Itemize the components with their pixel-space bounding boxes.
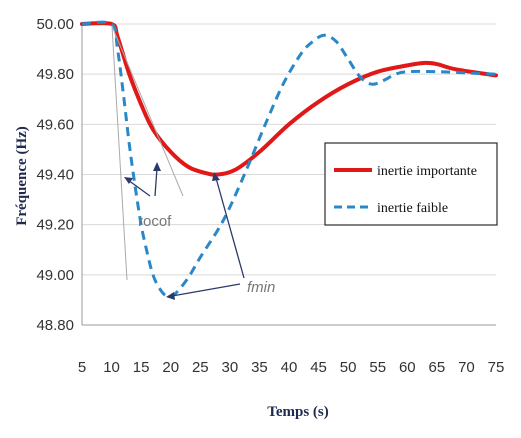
rocof-arrowhead-1 — [124, 177, 133, 184]
y-tick-label: 49.60 — [36, 116, 74, 133]
x-tick-label: 50 — [340, 359, 357, 376]
fmin-arrow-1 — [215, 177, 245, 279]
y-tick-labels: 48.80 49.00 49.20 49.40 49.60 49.80 50.00 — [36, 16, 74, 334]
legend-label-series-2: inertie faible — [377, 201, 448, 216]
y-tick-label: 49.20 — [36, 217, 74, 234]
x-tick-label: 60 — [399, 359, 416, 376]
x-tick-label: 20 — [162, 359, 179, 376]
fmin-arrowhead-2 — [166, 292, 175, 300]
axes — [81, 24, 496, 326]
rocof-tangent-slow — [111, 25, 184, 197]
legend-box — [324, 142, 498, 226]
rocof-tangent-fast — [111, 25, 128, 281]
annotation-rocof: rocof — [138, 213, 172, 230]
y-tick-label: 49.80 — [36, 66, 74, 83]
legend-label-series-1: inertie importante — [377, 164, 477, 179]
y-tick-label: 49.00 — [36, 267, 74, 284]
series-line-2 — [81, 20, 497, 298]
x-tick-label: 10 — [103, 359, 120, 376]
series-lines — [80, 20, 498, 298]
x-tick-label: 25 — [192, 359, 209, 376]
fmin-arrowhead-1 — [212, 172, 220, 181]
x-tick-labels: 5 10 15 20 25 30 35 40 45 50 55 60 65 70 75 — [78, 359, 505, 376]
x-tick-label: 5 — [78, 359, 86, 376]
x-tick-label: 40 — [281, 359, 298, 376]
x-tick-label: 35 — [251, 359, 268, 376]
x-tick-label: 55 — [369, 359, 386, 376]
annotations: rocof fmin — [111, 25, 275, 300]
rocof-arrow-2 — [154, 167, 158, 197]
rocof-arrowhead-2 — [153, 162, 161, 171]
x-tick-label: 70 — [458, 359, 475, 376]
x-tick-label: 75 — [488, 359, 505, 376]
legend: inertie importante inertie faible — [324, 142, 498, 226]
rocof-arrow-1 — [127, 179, 151, 197]
fmin-arrow-2 — [171, 283, 241, 297]
x-tick-label: 45 — [310, 359, 327, 376]
series-line-1 — [80, 21, 498, 177]
y-axis-title: Fréquence (Hz) — [14, 126, 30, 226]
x-tick-label: 65 — [429, 359, 446, 376]
annotation-fmin: fmin — [247, 279, 275, 296]
y-tick-label: 49.40 — [36, 167, 74, 184]
x-tick-label: 15 — [133, 359, 150, 376]
y-tick-label: 48.80 — [36, 317, 74, 334]
y-tick-label: 50.00 — [36, 16, 74, 33]
x-tick-label: 30 — [222, 359, 239, 376]
x-axis-title: Temps (s) — [267, 404, 329, 420]
